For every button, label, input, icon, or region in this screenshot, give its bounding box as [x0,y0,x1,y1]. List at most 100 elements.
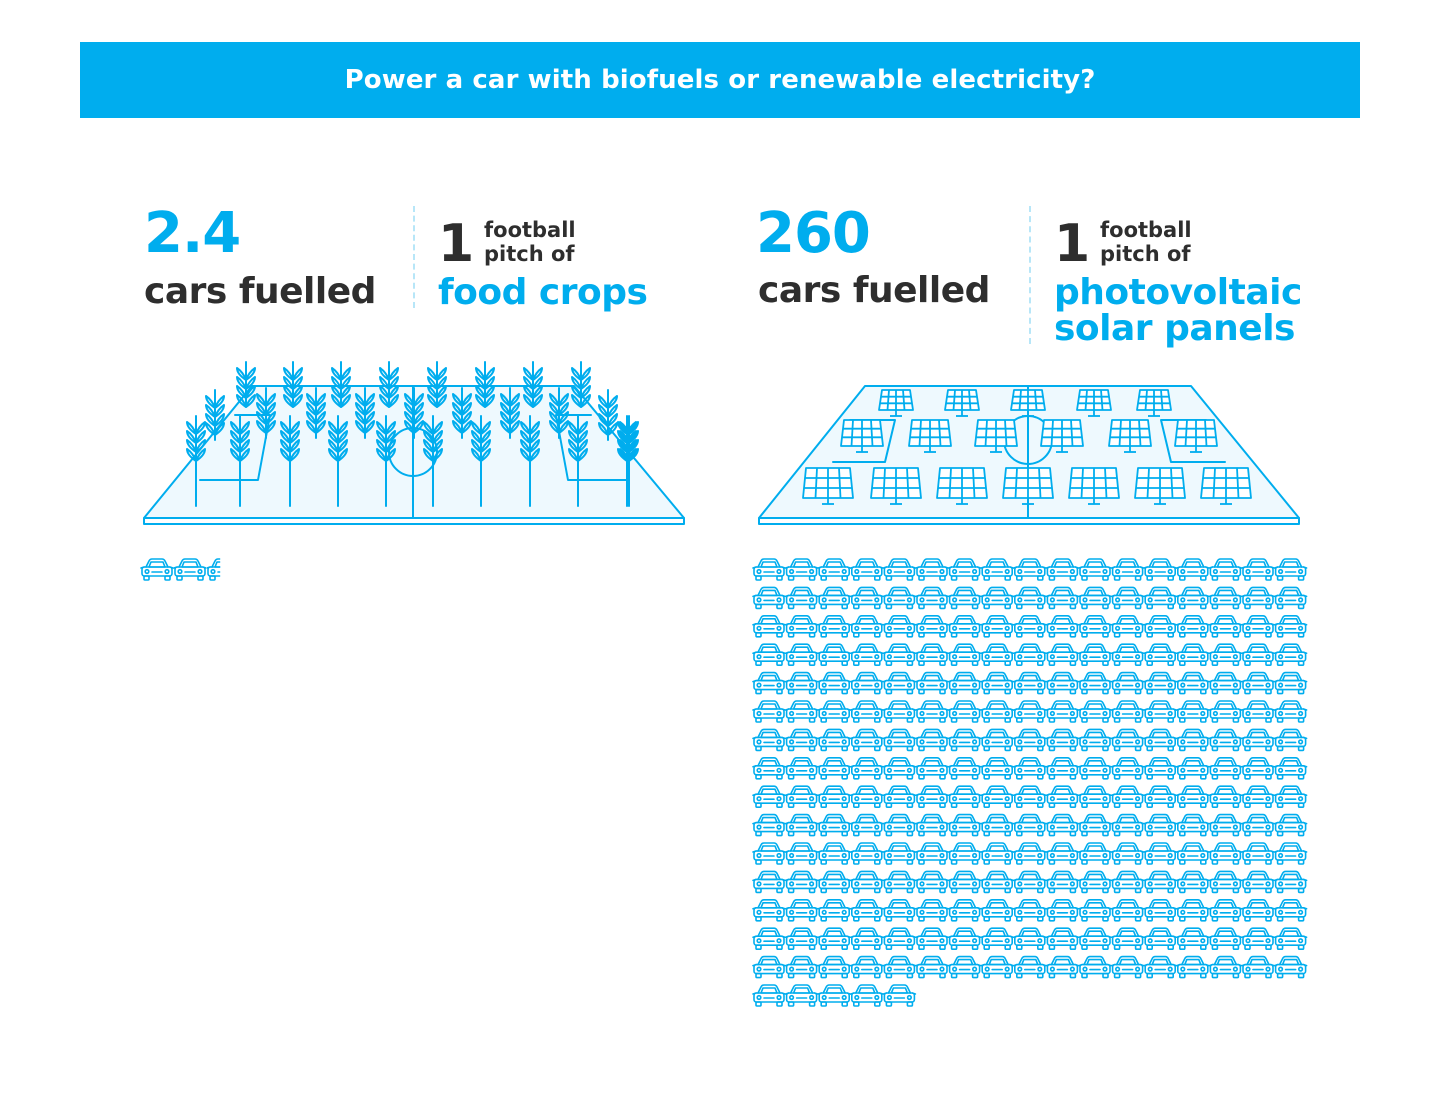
wheat-field-illustration [143,361,685,525]
car-icon [1273,813,1308,837]
solar-pitch-type-line1: photovoltaic [1054,272,1302,313]
car-icon [882,728,917,752]
car-icon [947,558,982,581]
car-icon [1110,757,1145,780]
solar-panel-icon [1002,467,1054,505]
car-icon [1175,898,1210,922]
car-icon [1012,927,1047,951]
car-icon [1241,955,1275,979]
car-icon [784,586,819,610]
wheat-icon [205,389,225,441]
car-icon [947,898,982,922]
car-icon [947,870,982,894]
car-icon [882,700,917,723]
car-icon [1143,785,1178,808]
car-icon [1078,643,1112,666]
car-icon [980,671,1014,695]
car-icon [980,842,1014,865]
solar-pitch-line1: football [1100,218,1192,242]
wheat-icon [331,361,351,408]
car-icon [980,586,1014,610]
car-icon [1241,842,1275,865]
car-icon [1012,870,1047,894]
car-icon [1045,643,1080,666]
car-icon [1045,700,1080,723]
car-icon [882,757,917,780]
car-icon [850,785,884,808]
wheat-icon [471,415,491,507]
car-icon [1175,671,1210,695]
car-icon [850,842,884,865]
car-icon [784,558,819,581]
solar-pitch-count: 1 [1054,214,1091,274]
wheat-icon [523,361,543,408]
wheat-icon [283,361,303,408]
car-icon [915,757,949,780]
car-icon [1241,671,1275,695]
car-icon [173,558,207,581]
solar-panel-icon [840,419,884,453]
car-icon [207,558,221,581]
car-icon [817,586,851,610]
car-icon [1273,558,1308,581]
wheat-icon [256,387,276,439]
car-icon [947,813,982,837]
car-icon [882,558,917,581]
car-icon [882,927,917,951]
car-icon [1012,643,1047,666]
car-icon [947,643,982,666]
wheat-icon [328,415,348,507]
solar-panel-icon [1136,389,1172,417]
car-icon [882,955,917,979]
car-icon [1110,643,1145,666]
car-icon [1045,898,1080,922]
car-icon [947,700,982,723]
solar-panel-icon [802,467,854,505]
car-icon [1110,927,1145,951]
car-icon [1273,700,1308,723]
car-icon [915,586,949,610]
wheat-icon [475,361,495,408]
car-icon [752,785,786,808]
car-icon [817,927,851,951]
car-icon [1175,728,1210,752]
car-icon [1175,586,1210,610]
divider [413,206,415,308]
car-icon [784,813,819,837]
car-icon [1045,558,1080,581]
car-icon [1241,898,1275,922]
car-icon [915,614,949,638]
car-icon [915,671,949,695]
car-icon [915,643,949,666]
car-icon [1241,927,1275,951]
car-icon [1241,586,1275,610]
car-icon [1273,586,1308,610]
solar-cars-grid [752,558,1308,1007]
car-icon [784,870,819,894]
car-icon [1273,927,1308,951]
car-icon [1012,813,1047,837]
solar-cars-value: 260 [756,201,871,266]
car-icon [784,927,819,951]
car-icon [980,757,1014,780]
car-icon [1012,757,1047,780]
biofuel-pitch-count: 1 [438,214,475,274]
car-icon [1175,700,1210,723]
car-icon [947,671,982,695]
wheat-icon [280,415,300,507]
biofuel-cars-label: cars fuelled [144,271,376,312]
solar-panel-icon [974,419,1018,453]
car-icon [1273,643,1308,666]
car-icon [752,927,786,951]
wheat-icon [376,415,396,507]
car-icon [882,614,917,638]
car-icon [1143,870,1178,894]
car-icon [1208,728,1243,752]
solar-panel-icon [870,467,922,505]
biofuel-cars-value: 2.4 [144,201,241,266]
wheat-icon [230,415,250,507]
car-icon [784,984,819,1007]
car-icon [752,728,786,752]
car-icon [752,614,786,638]
car-icon [1208,614,1243,638]
